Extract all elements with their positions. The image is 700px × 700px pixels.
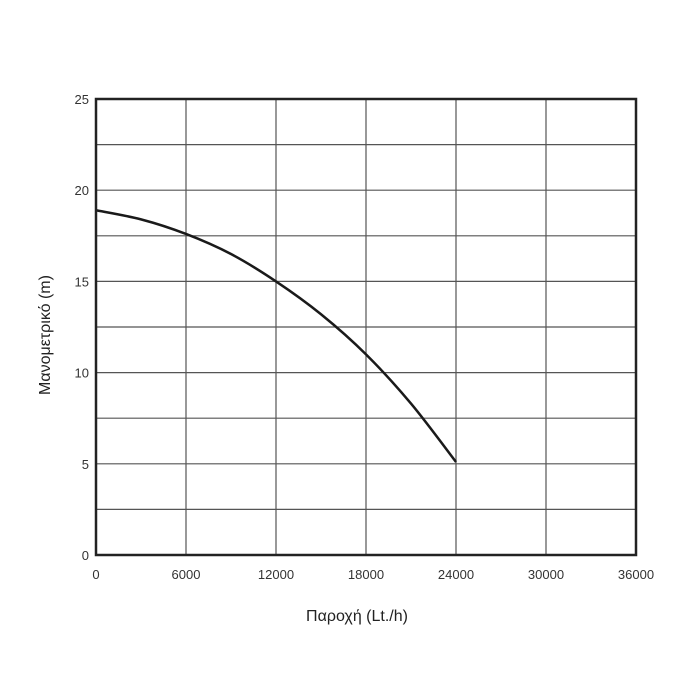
x-tick-label: 12000 xyxy=(258,567,294,582)
grid-lines xyxy=(96,99,636,555)
x-axis-label: Παροχή (Lt./h) xyxy=(306,608,408,625)
x-tick-label: 24000 xyxy=(438,567,474,582)
y-axis-ticks: 0 5 10 15 20 25 xyxy=(75,92,89,563)
x-tick-label: 6000 xyxy=(172,567,201,582)
y-axis-label: Μανομετρικό (m) xyxy=(37,275,54,395)
x-tick-label: 0 xyxy=(92,567,99,582)
y-tick-label: 5 xyxy=(82,457,89,472)
x-tick-label: 18000 xyxy=(348,567,384,582)
y-tick-label: 0 xyxy=(82,548,89,563)
y-tick-label: 15 xyxy=(75,274,89,289)
pump-curve-line xyxy=(95,209,457,463)
y-tick-label: 20 xyxy=(75,183,89,198)
x-axis-ticks: 0 6000 12000 18000 24000 30000 36000 xyxy=(92,567,654,582)
x-tick-label: 30000 xyxy=(528,567,564,582)
y-tick-label: 25 xyxy=(75,92,89,107)
x-tick-label: 36000 xyxy=(618,567,654,582)
plot-frame xyxy=(94,97,638,557)
y-tick-label: 10 xyxy=(75,366,89,381)
